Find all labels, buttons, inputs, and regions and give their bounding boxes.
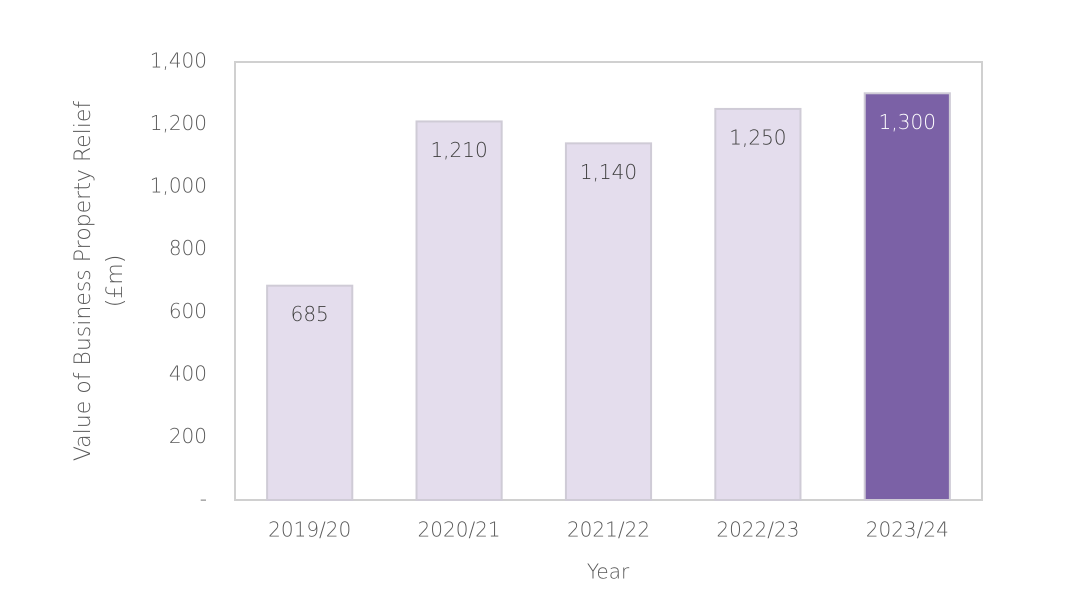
x-tick-label: 2019/20	[268, 518, 351, 542]
y-tick-label: 1,400	[150, 49, 207, 73]
y-axis-label: Value of Business Property Relief	[71, 101, 96, 462]
y-tick-label: 1,000	[150, 174, 207, 198]
data-label: 685	[291, 302, 329, 326]
bar	[863, 92, 951, 502]
y-tick-label: 1,200	[150, 111, 207, 135]
data-label: 1,140	[580, 160, 637, 184]
x-tick-label: 2020/21	[418, 518, 501, 542]
data-label: 1,210	[430, 138, 487, 162]
y-tick-label: -	[200, 487, 207, 511]
bar	[415, 120, 503, 501]
y-tick-label: 800	[169, 236, 207, 260]
y-tick-label: 600	[169, 299, 207, 323]
bar	[714, 107, 802, 502]
y-axis-label: (£m)	[103, 255, 128, 308]
x-tick-label: 2023/24	[866, 518, 949, 542]
x-axis-label: Year	[587, 560, 630, 584]
x-tick-label: 2021/22	[567, 518, 650, 542]
y-tick-label: 200	[169, 424, 207, 448]
x-tick-label: 2022/23	[716, 518, 799, 542]
bar	[564, 142, 653, 501]
bar	[266, 284, 354, 502]
y-tick-label: 400	[169, 361, 207, 385]
data-label: 1,250	[729, 125, 786, 149]
data-label: 1,300	[879, 110, 936, 134]
